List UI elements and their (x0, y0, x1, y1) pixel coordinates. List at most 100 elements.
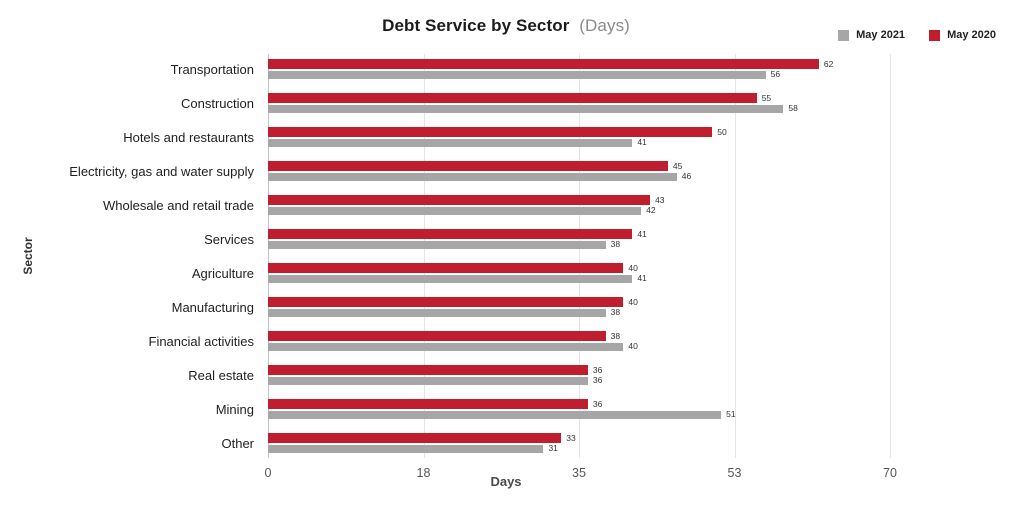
chart-row: Wholesale and retail trade 43 42 (0, 188, 1012, 222)
bar-group: 36 36 (268, 365, 890, 385)
bar-may-2021 (268, 172, 677, 181)
chart-row: Other 33 31 (0, 426, 1012, 460)
bar-line: 38 (268, 308, 890, 317)
bar-line: 58 (268, 104, 890, 113)
category-label: Agriculture (191, 265, 254, 281)
bar-group: 40 41 (268, 263, 890, 283)
bar-line: 50 (268, 127, 890, 138)
bar-line: 45 (268, 161, 890, 172)
bar-may-2021 (268, 206, 642, 215)
category-label: Real estate (188, 367, 254, 383)
bar-may-2021 (268, 410, 722, 419)
category-label: Hotels and restaurants (123, 129, 254, 145)
bar-may-2020 (268, 365, 588, 376)
bar-value-label: 41 (637, 273, 647, 284)
bar-line: 40 (268, 263, 890, 274)
bar-value-label: 38 (610, 331, 621, 341)
gridline (423, 54, 425, 458)
bar-line: 41 (268, 229, 890, 240)
bar-may-2020 (268, 433, 562, 444)
bar-line: 41 (268, 274, 890, 283)
chart-title-main: Debt Service by Sector (382, 16, 570, 35)
bar-may-2020 (268, 161, 668, 172)
bar-value-label: 36 (592, 375, 603, 386)
bar-may-2021 (268, 308, 606, 317)
bar-line: 55 (268, 93, 890, 104)
bar-line: 36 (268, 399, 890, 410)
bar-value-label: 56 (770, 69, 781, 80)
plot-region: Transportation 62 56 Construction 55 58 Hotels… (0, 52, 1012, 460)
bar-group: 33 31 (268, 433, 890, 453)
bar-may-2020 (268, 297, 624, 308)
bar-value-label: 40 (628, 263, 638, 273)
chart-row: Real estate 36 36 (0, 358, 1012, 392)
bar-value-label: 46 (681, 171, 692, 182)
bar-value-label: 40 (628, 341, 638, 352)
bar-may-2021 (268, 70, 766, 79)
chart-title-sub: (Days) (579, 16, 630, 35)
bar-group: 55 58 (268, 93, 890, 113)
category-label: Manufacturing (171, 299, 254, 315)
bar-may-2020 (268, 263, 624, 274)
bar-may-2020 (268, 59, 819, 70)
gridline (734, 54, 736, 458)
category-label: Other (221, 435, 254, 451)
bar-value-label: 50 (717, 127, 727, 137)
bar-value-label: 45 (672, 161, 683, 171)
bar-line: 62 (268, 59, 890, 70)
legend-item-may-2021: May 2021 (838, 29, 905, 41)
gridline (579, 54, 580, 458)
bar-line: 51 (268, 410, 890, 419)
bar-value-label: 41 (637, 137, 647, 148)
bar-line: 31 (268, 444, 890, 453)
x-axis-label: Days (490, 474, 522, 489)
bar-may-2021 (268, 274, 633, 283)
bar-may-2020 (268, 331, 606, 342)
bar-line: 36 (268, 376, 890, 385)
bar-value-label: 55 (761, 93, 772, 103)
bar-group: 36 51 (268, 399, 890, 419)
bar-value-label: 38 (610, 307, 621, 318)
chart-row: Financial activities 38 40 (0, 324, 1012, 358)
bar-line: 41 (268, 138, 890, 147)
x-tick-label: 70 (883, 466, 897, 480)
legend-item-may-2020: May 2020 (929, 29, 996, 41)
x-axis: 0 18 35 53 70 Days (0, 460, 1012, 500)
bar-may-2020 (268, 195, 651, 206)
category-label: Construction (181, 95, 254, 111)
bar-line: 38 (268, 240, 890, 249)
bar-value-label: 33 (566, 433, 576, 443)
bar-may-2021 (268, 342, 624, 351)
bar-line: 46 (268, 172, 890, 181)
bar-may-2020 (268, 229, 633, 240)
chart-rows: Transportation 62 56 Construction 55 58 Hotels… (0, 52, 1012, 460)
bar-line: 56 (268, 70, 890, 79)
bar-may-2020 (268, 127, 713, 138)
bar-line: 40 (268, 342, 890, 351)
chart-row: Mining 36 51 (0, 392, 1012, 426)
bar-line: 40 (268, 297, 890, 308)
bar-value-label: 36 (592, 365, 603, 375)
bar-line: 43 (268, 195, 890, 206)
legend-label-may-2021: May 2021 (856, 29, 906, 41)
bar-may-2021 (268, 444, 544, 453)
category-label: Financial activities (148, 333, 255, 349)
bar-group: 50 41 (268, 127, 890, 147)
bar-value-label: 43 (655, 195, 665, 205)
x-tick-label: 35 (572, 466, 586, 480)
legend-swatch-gray-icon (838, 29, 850, 41)
category-label: Transportation (170, 61, 254, 77)
bar-group: 43 42 (268, 195, 890, 215)
legend-swatch-red-icon (929, 29, 941, 41)
chart-row: Hotels and restaurants 50 41 (0, 120, 1012, 154)
bar-may-2020 (268, 93, 757, 104)
gridline (268, 54, 269, 458)
legend: May 2021 May 2020 (838, 29, 996, 41)
bar-group: 62 56 (268, 59, 890, 79)
bar-line: 42 (268, 206, 890, 215)
bar-group: 41 38 (268, 229, 890, 249)
category-label: Wholesale and retail trade (102, 197, 254, 213)
category-label: Services (204, 231, 254, 247)
bar-value-label: 42 (646, 205, 656, 216)
